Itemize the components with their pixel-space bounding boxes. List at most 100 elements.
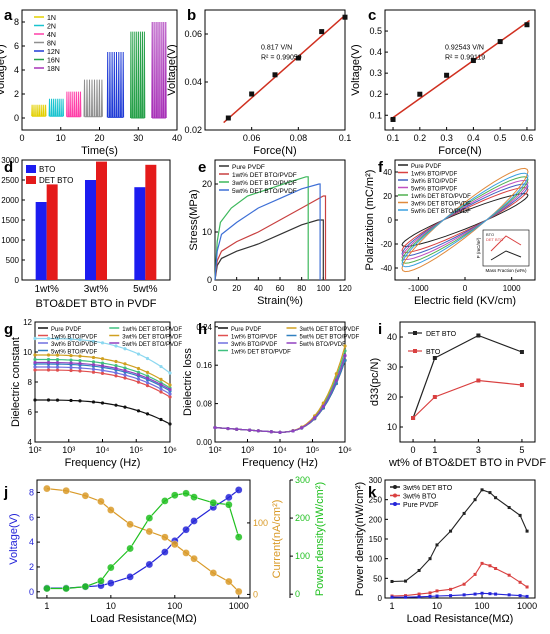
data-point: [33, 360, 37, 365]
legend-swatch: [26, 165, 36, 173]
y-tick-label: 150: [369, 535, 383, 544]
y-tick-label: 0.04: [184, 77, 202, 87]
legend-label: 1wt% DET BTO/PVDF: [232, 172, 297, 179]
data-point: [46, 353, 51, 357]
legend-label: 1N: [47, 15, 56, 22]
data-point: [161, 497, 169, 505]
data-point: [507, 506, 511, 510]
y-tick-label: 500: [6, 256, 20, 265]
x-axis-label: Frequency (Hz): [65, 457, 141, 469]
legend-label: DET BTO: [426, 331, 457, 338]
data-point: [234, 587, 243, 596]
data-point: [507, 593, 511, 597]
data-point: [107, 506, 115, 514]
y-tick-label: 250: [369, 496, 383, 505]
data-point: [182, 549, 190, 557]
data-point: [480, 488, 484, 492]
series-line: [214, 355, 346, 433]
data-point: [278, 430, 282, 434]
data-point: [272, 72, 278, 78]
series-line: [391, 562, 528, 597]
data-point: [428, 594, 432, 598]
data-point: [114, 364, 118, 368]
legend-label: 5wt% BTO/PVDF: [411, 187, 458, 193]
data-point: [428, 591, 432, 595]
data-point: [123, 376, 127, 380]
series-loop: [401, 172, 529, 268]
y-tick-label: 0.08: [196, 400, 212, 409]
data-point: [46, 365, 51, 369]
data-point: [100, 341, 105, 345]
plot-frame: [204, 9, 346, 131]
data-point: [145, 376, 150, 380]
data-point: [46, 357, 51, 362]
data-point: [334, 378, 338, 382]
data-point: [136, 409, 141, 413]
data-point: [444, 72, 450, 78]
y-tick-label: 6: [28, 408, 33, 417]
x-tick-label: 5: [519, 445, 524, 455]
data-point: [256, 429, 260, 433]
x-tick-label: -1000: [408, 284, 429, 293]
data-point: [417, 595, 421, 599]
data-point: [91, 355, 96, 360]
y-tick-label: 0: [207, 275, 212, 285]
plot-frame: [384, 9, 536, 131]
panel-label-c: c: [368, 7, 376, 24]
y-axis-label-right2: Power density(nW/cm²): [314, 482, 326, 596]
y-tick-label: 40: [387, 332, 397, 342]
y-tick-label: 50: [373, 574, 382, 583]
data-point: [78, 361, 82, 366]
legend-label: 1wt% BTO/PVDF: [411, 172, 458, 178]
data-point: [488, 592, 492, 596]
series-line: [214, 183, 321, 281]
y-axis-label: Voltage(V): [8, 513, 20, 564]
legend-marker: [393, 493, 397, 498]
y-tick-label: 8: [29, 487, 34, 497]
data-point: [225, 115, 231, 121]
x-tick-label: 10: [106, 601, 116, 611]
data-point: [494, 592, 498, 596]
y-tick-label: 20: [202, 179, 212, 189]
data-point: [91, 360, 96, 364]
y-tick-label: 0.4: [369, 47, 382, 57]
data-point: [497, 39, 503, 45]
data-point: [145, 370, 150, 374]
series-line: [392, 592, 528, 598]
y-axis-label-right1: Current(nA/cm²): [271, 500, 283, 579]
data-point: [390, 579, 394, 583]
data-point: [343, 344, 347, 348]
y-tick-label: 20: [383, 192, 392, 201]
legend-label: 1wt% DET BTO/PVDF: [122, 327, 182, 333]
data-point: [168, 383, 172, 387]
data-point: [78, 369, 82, 373]
data-point: [62, 486, 70, 495]
y-tick-label: 10: [387, 422, 397, 432]
x-tick-label: 0: [463, 284, 468, 293]
data-point: [494, 496, 498, 500]
x-axis-label: Time(s): [81, 145, 118, 157]
data-point: [182, 525, 190, 534]
annotation-r2: R² = 0.99119: [445, 55, 485, 62]
data-point: [46, 368, 51, 372]
data-point: [321, 404, 325, 408]
data-point: [462, 511, 466, 515]
x-tick-label: 40: [172, 133, 182, 143]
legend-label: 3wt% DET BTO/PVDF: [122, 335, 182, 341]
y-tick-label: 8: [14, 17, 19, 27]
series-line: [31, 104, 47, 117]
data-point: [462, 593, 466, 597]
y-tick-label: 0.02: [184, 125, 202, 135]
data-point: [136, 370, 141, 374]
y-axis-label: d33(pc/N): [369, 358, 381, 406]
data-point: [159, 377, 163, 381]
x-tick-label: 1000: [229, 601, 249, 611]
data-point: [435, 589, 439, 593]
x-tick-label: 1000: [517, 601, 537, 611]
y-tick-label: 0: [15, 276, 20, 285]
x-axis-label: Electric field (KV/cm): [414, 295, 516, 307]
data-point: [145, 384, 150, 388]
data-point: [476, 333, 481, 338]
data-point: [411, 416, 416, 420]
data-point: [518, 513, 522, 517]
